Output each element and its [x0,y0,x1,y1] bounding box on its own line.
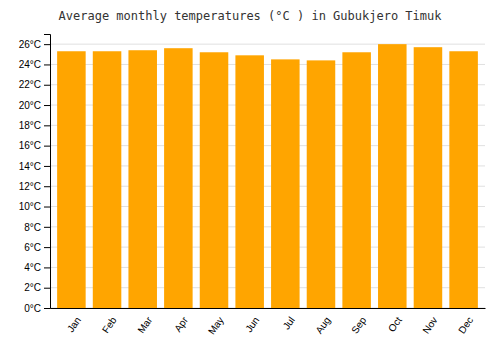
tick-mark [44,308,50,309]
tick: 22°C [19,79,50,90]
tick-label: 2°C [24,282,41,293]
tick-mark [44,267,50,268]
tick-label: Jan [65,315,83,335]
x-axis: Jan Feb Mar Apr May Jun Jul Aug Sep Oct Nov Dec [51,309,486,337]
bar [307,60,336,308]
tick-label: Dec [456,315,475,336]
tick: Dec [456,315,475,336]
tick-mark [44,85,50,86]
tick-mark [44,288,50,289]
tick: 2°C [24,282,50,293]
bar [93,51,122,308]
tick-label: 8°C [24,222,41,233]
tick: 18°C [19,120,50,131]
tick: Feb [100,314,119,335]
tick: Mar [135,314,154,335]
bar [164,48,193,308]
tick-label: 14°C [19,161,41,172]
tick: 14°C [19,161,50,172]
title: Average monthly temperatures (°C ) in Gu… [59,9,443,23]
tick-label: Jul [281,315,297,332]
tick: May [206,315,226,337]
tick-label: 24°C [19,59,41,70]
tick-label: Aug [313,315,332,336]
bars [57,44,478,308]
tick: 4°C [24,262,50,273]
axis-line [44,35,51,309]
tick-mark [44,105,50,106]
tick-label: 10°C [19,201,41,212]
tick-label: 6°C [24,242,41,253]
bar [128,50,157,308]
tick: 26°C [19,39,50,50]
tick: 8°C [24,222,50,233]
bar [414,47,443,308]
tick-label: 22°C [19,79,41,90]
tick-label: 4°C [24,262,41,273]
tick-label: 16°C [19,140,41,151]
tick-label: Nov [420,315,439,336]
tick-mark [44,186,50,187]
tick: Jan [65,315,83,335]
bar [57,51,86,308]
tick-label: 26°C [19,39,41,50]
bar [378,44,407,308]
tick-label: Jun [243,315,261,335]
axis-line [51,308,486,309]
tick-label: Sep [349,314,368,335]
tick-label: 18°C [19,120,41,131]
bar [449,51,478,308]
tick: 0°C [24,303,50,314]
tick: 12°C [19,181,50,192]
tick: 20°C [19,100,50,111]
tick-label: 20°C [19,100,41,111]
tick: 24°C [19,59,50,70]
tick: Sep [349,314,368,335]
bar [271,59,300,308]
tick-label: Feb [100,314,119,335]
plot: 0°C 2°C 4°C 6°C 8°C 10°C 12°C 14°C 16°C 18°C 20°C 2… [19,35,486,337]
y-axis: 0°C 2°C 4°C 6°C 8°C 10°C 12°C 14°C 16°C 18°C 20°C 2… [19,35,51,314]
tick: Jul [281,315,297,332]
tick-mark [44,44,50,45]
tick-mark [44,146,50,147]
tick: Apr [172,314,190,334]
tick-mark [44,125,50,126]
chart: 0°C 2°C 4°C 6°C 8°C 10°C 12°C 14°C 16°C 18°C 20°C 2… [0,0,500,350]
tick: Oct [386,315,404,334]
bar [200,52,229,308]
tick-mark [44,207,50,208]
tick: 16°C [19,140,50,151]
tick-label: 12°C [19,181,41,192]
bar [342,52,371,308]
tick-label: Mar [135,314,154,335]
tick-label: Apr [172,314,190,334]
tick-mark [44,64,50,65]
tick: Aug [313,315,332,336]
tick-label: May [206,315,226,337]
tick: 10°C [19,201,50,212]
tick: 6°C [24,242,50,253]
grid [50,44,485,308]
tick-mark [44,227,50,228]
grid-line [50,44,485,45]
bar [235,55,264,308]
tick-label: Oct [386,315,404,334]
tick-mark [44,166,50,167]
tick-label: 0°C [24,303,41,314]
tick-mark [44,247,50,248]
tick: Jun [243,315,261,335]
tick: Nov [420,315,439,336]
